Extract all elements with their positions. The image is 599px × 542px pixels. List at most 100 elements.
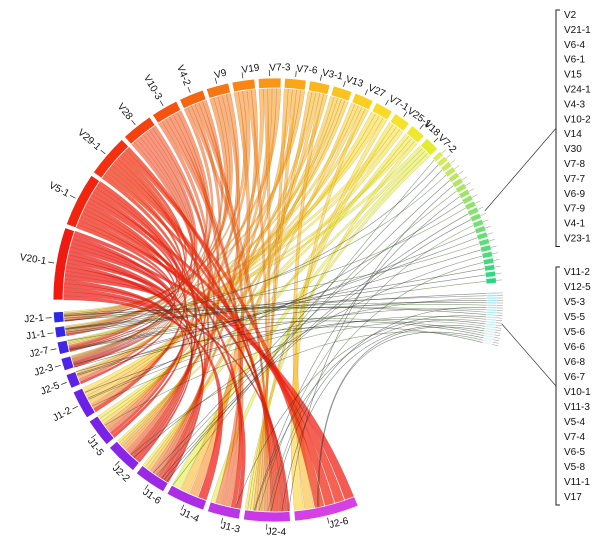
segment-label-j1-2: J1-2 (51, 405, 74, 424)
legend-group-2-item-v6-6: V6-6 (564, 342, 586, 353)
legend-group-2-item-v6-8: V6-8 (564, 357, 586, 368)
label-tick (144, 484, 149, 490)
segment-arc-j1-3 (206, 501, 242, 520)
minor-ribbon (75, 326, 483, 373)
legend-group-2-item-v5-5: V5-5 (564, 312, 586, 323)
small-segment-tick (488, 239, 495, 242)
legend-group-2-item-v11-3: V11-3 (564, 402, 590, 413)
small-segment-arc (486, 313, 497, 317)
segment-arc-v3-1 (307, 80, 331, 96)
minor-ribbon (258, 225, 474, 512)
segment-arc-v19 (231, 78, 256, 93)
small-segment-arc (455, 183, 467, 194)
legend-group-1-item-v10-2: V10-2 (564, 114, 591, 125)
segment-label-j1-1: J1-1 (25, 329, 46, 343)
small-segment-tick (482, 219, 489, 223)
segment-arc-j1-6 (135, 464, 169, 493)
segment-label-v28: V28 (115, 101, 135, 122)
segment-arc-v4-2 (178, 89, 207, 110)
minor-ribbon (156, 190, 457, 476)
segment-arc-v7-1 (371, 101, 393, 121)
segment-arc-j2-5 (65, 370, 82, 389)
small-segment-arc (483, 334, 495, 339)
small-segment-arc (464, 200, 477, 211)
small-segment-tick (458, 170, 464, 175)
small-segment-tick (484, 226, 491, 229)
legend-group-1-item-v4-3: V4-3 (564, 99, 586, 110)
minor-ribbon (65, 207, 467, 330)
minor-ribbon (267, 262, 484, 512)
label-tick (343, 80, 346, 87)
legend-group-2-connector (501, 323, 557, 387)
segment-label-v5-1: V5-1 (47, 180, 71, 200)
label-tick (60, 382, 67, 385)
minor-ribbon (65, 304, 487, 330)
small-segment-arc (481, 251, 493, 259)
segment-arc-j2-7 (56, 339, 70, 355)
legend-group-1-item-v7-7: V7-7 (564, 174, 586, 185)
minor-ribbon (317, 326, 485, 508)
small-segment-arc (485, 325, 496, 329)
small-segment-tick (495, 322, 502, 324)
small-segment-arc (486, 306, 498, 309)
small-segment-arc (484, 329, 495, 334)
legend-group-2-item-v11-1: V11-1 (564, 477, 590, 488)
label-tick (50, 348, 57, 351)
segment-arc-j2-4 (242, 509, 291, 523)
segment-arc-v7-2 (419, 137, 439, 157)
legend-group-2-item-v11-2: V11-2 (564, 267, 590, 278)
legend-group-1-item-v23-1: V23-1 (564, 234, 591, 245)
legend-group-1-item-v6-1: V6-1 (564, 55, 586, 66)
minor-ribbon (163, 219, 472, 481)
small-segment-tick (496, 319, 503, 321)
small-segment-arc (440, 161, 453, 173)
small-segment-arc (482, 339, 494, 344)
segment-label-j2-5: J2-5 (39, 380, 62, 398)
legend-group-1-item-v21-1: V21-1 (564, 25, 591, 36)
small-segment-arc (469, 212, 482, 222)
label-tick (419, 124, 424, 130)
segment-arc-v18 (405, 124, 426, 144)
small-segment-arc (484, 264, 496, 272)
legend-group-1-item-v7-9: V7-9 (564, 204, 586, 215)
minor-ribbon (91, 316, 487, 407)
segment-label-v7-3: V7-3 (269, 62, 291, 74)
small-segment-tick (494, 329, 501, 331)
small-segment-arc (485, 277, 497, 284)
segment-arc-j2-3 (60, 355, 75, 372)
segment-arc-v10-3 (151, 100, 182, 124)
label-tick (47, 332, 54, 335)
label-tick (220, 517, 224, 524)
label-tick (131, 119, 136, 126)
small-segment-arc (486, 315, 497, 319)
segment-label-v20-1: V20-1 (19, 252, 48, 267)
legend-group-1-item-v2: V2 (564, 10, 577, 21)
label-tick (181, 504, 185, 511)
legend-group-1-item-v15: V15 (564, 70, 582, 81)
small-segment-tick (496, 279, 503, 281)
minor-ribbon (68, 300, 487, 350)
minor-ribbon (64, 174, 447, 322)
segment-arc-j2-2 (108, 440, 140, 472)
label-tick (320, 74, 322, 81)
small-segment-arc (476, 231, 489, 241)
minor-ribbon (133, 255, 483, 458)
segment-arc-v13 (330, 85, 353, 102)
small-segment-arc (482, 257, 495, 265)
minor-ribbon (63, 307, 487, 316)
legend-group-2-item-v5-3: V5-3 (564, 297, 586, 308)
legend-group-2-item-v7-4: V7-4 (564, 432, 586, 443)
segment-label-v4-2: V4-2 (174, 64, 192, 88)
minor-ribbon (87, 297, 487, 400)
minor-ribbon (84, 318, 486, 393)
segment-arc-v20-1 (52, 227, 76, 301)
legend-group-1-item-v4-1: V4-1 (564, 219, 586, 230)
legend-group-2-item-v6-7: V6-7 (564, 372, 586, 383)
small-segment-arc (486, 311, 497, 314)
segment-label-v29-1: V29-1 (75, 127, 103, 153)
small-segment-arc (485, 318, 497, 322)
label-tick (72, 405, 78, 410)
legend-group-1-item-v6-4: V6-4 (564, 40, 586, 51)
segment-arc-j1-4 (166, 484, 208, 511)
